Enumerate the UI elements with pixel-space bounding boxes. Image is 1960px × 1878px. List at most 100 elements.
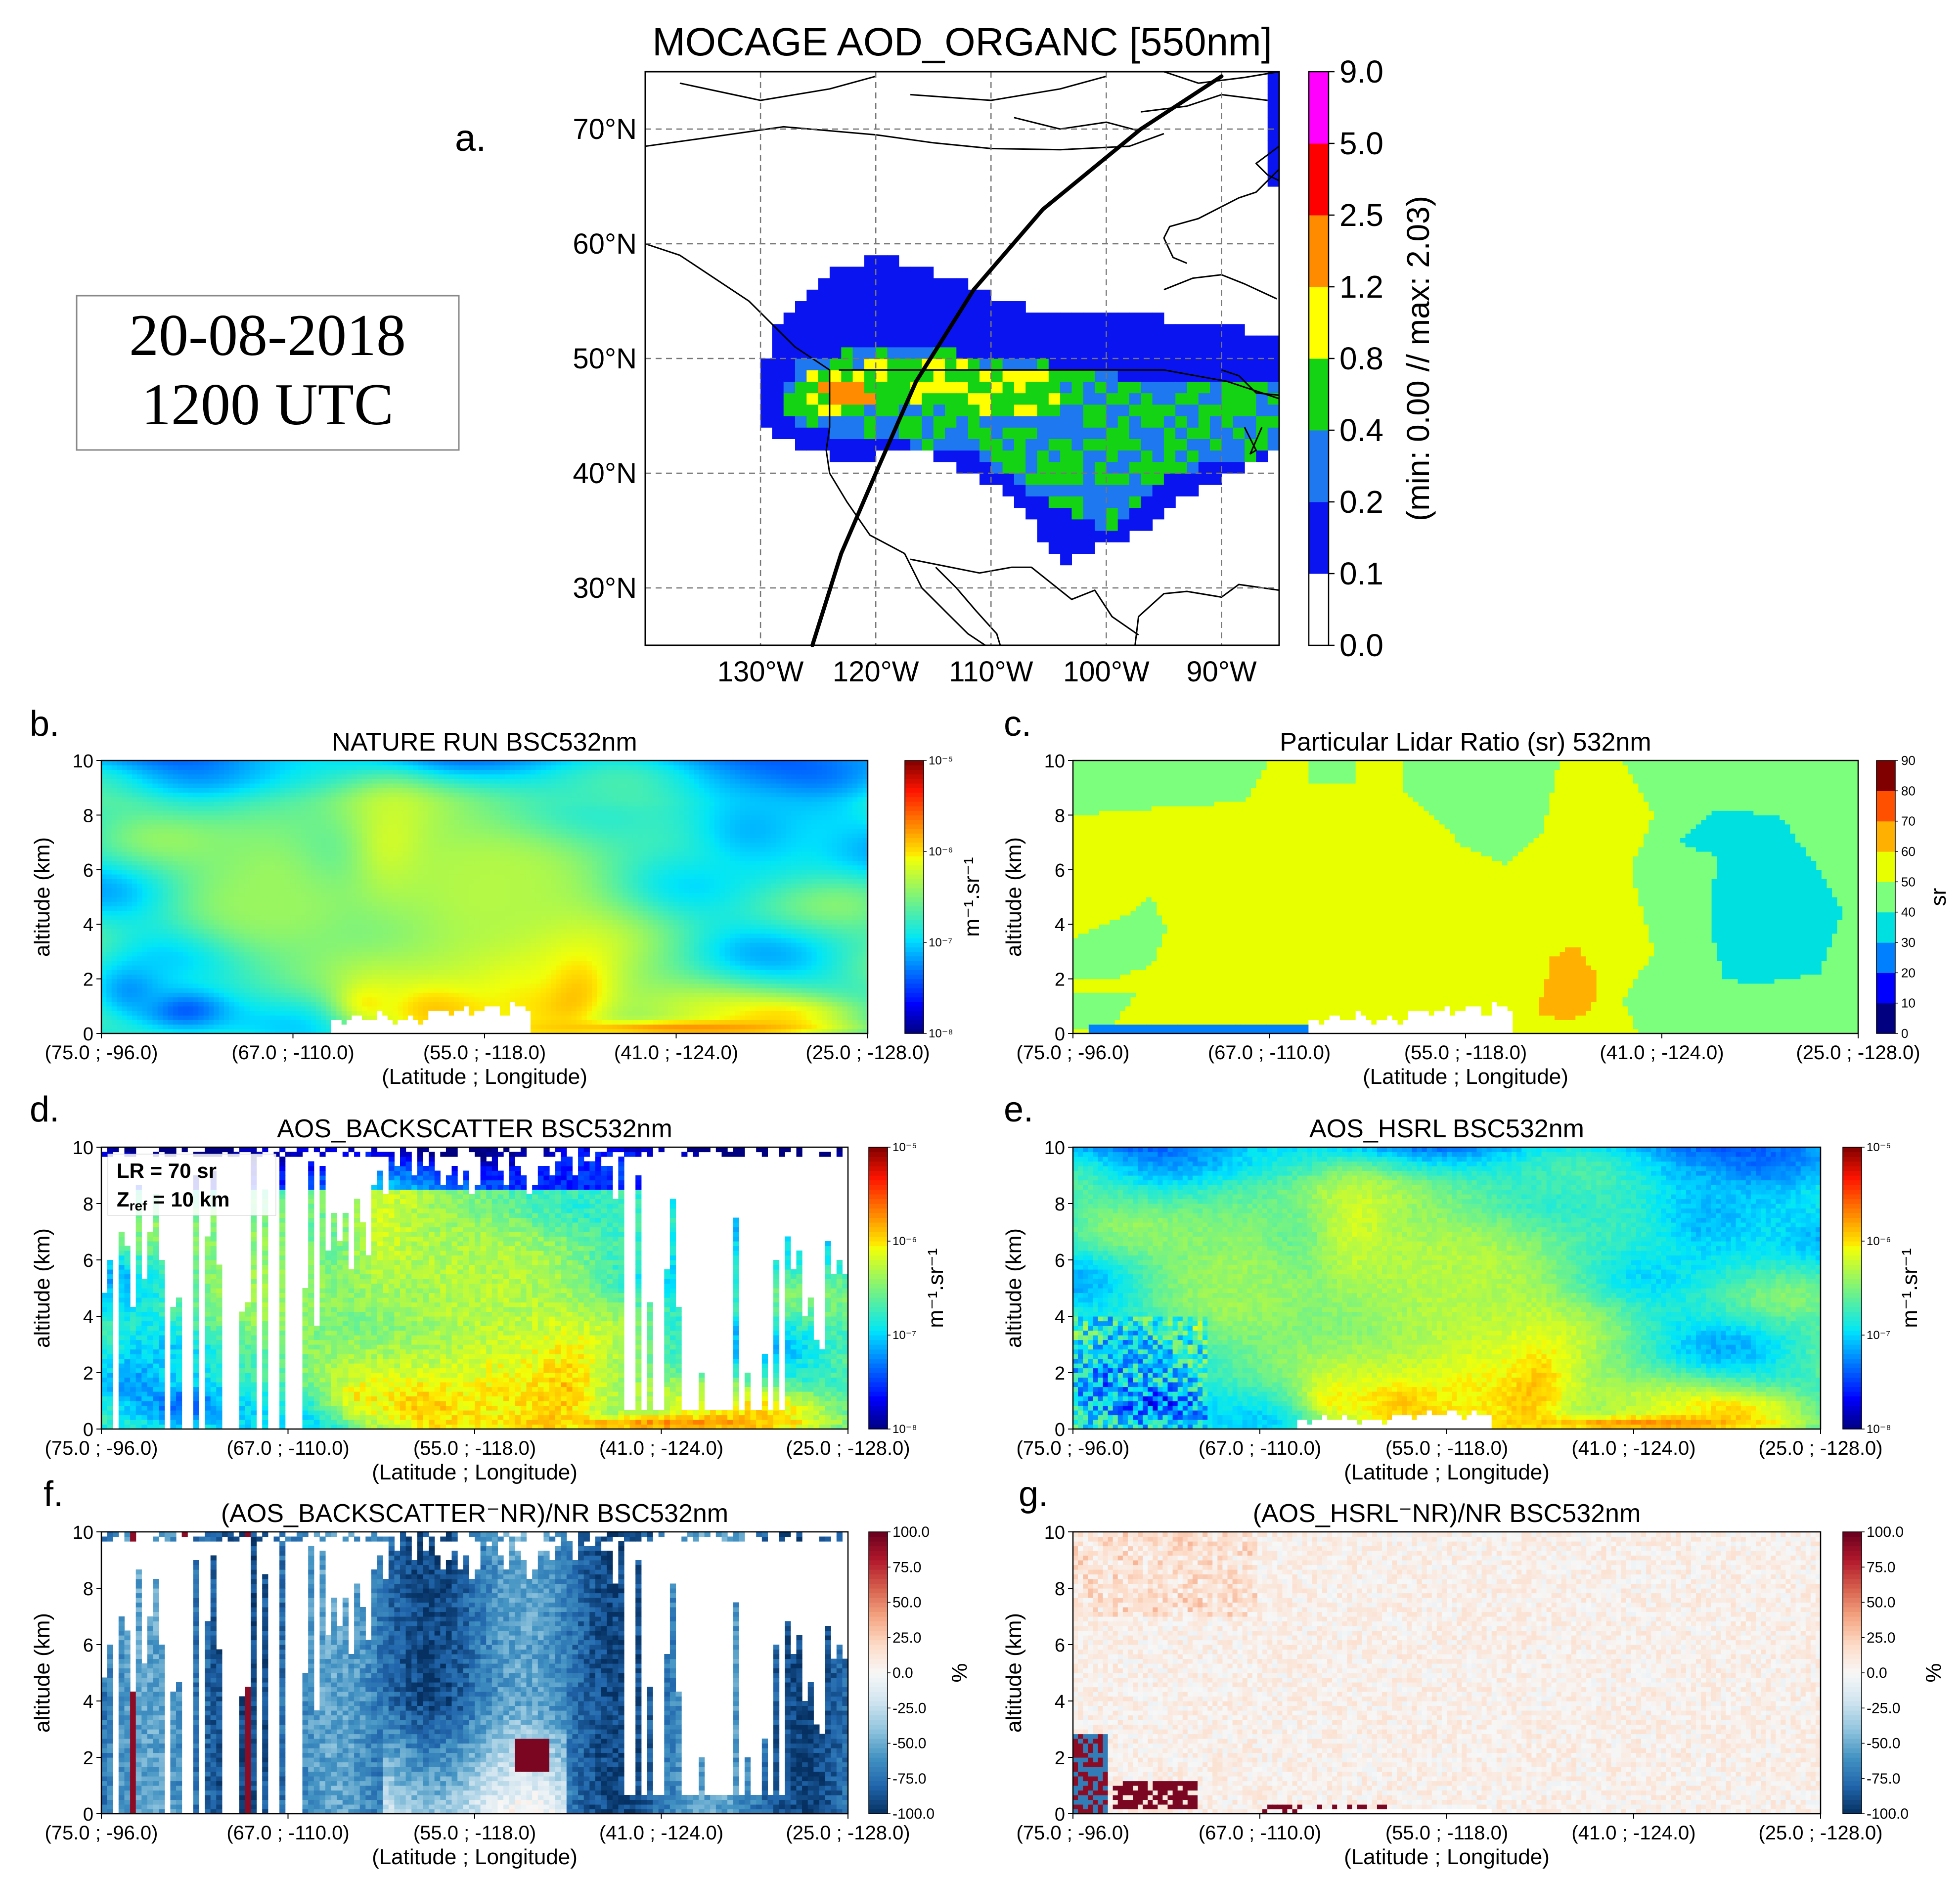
aod-cell [1025, 393, 1037, 405]
heatmap-cell [296, 992, 301, 997]
heatmap-cell [444, 1015, 449, 1020]
heatmap-cell [418, 1006, 424, 1011]
heatmap-cell [372, 843, 378, 848]
heatmap-cell [403, 906, 408, 911]
heatmap-cell [112, 829, 117, 834]
heatmap-cell [163, 829, 168, 834]
heatmap-cell [418, 870, 424, 875]
aod-cell [1118, 313, 1130, 324]
heatmap-cell [193, 1011, 199, 1016]
x-tick-label: 110°W [949, 656, 1033, 688]
heatmap-cell [423, 838, 429, 843]
heatmap-cell [347, 1011, 352, 1016]
heatmap-cell [439, 833, 444, 838]
heatmap-cell [209, 984, 214, 988]
aod-cell [1153, 313, 1164, 324]
heatmap-cell [408, 920, 413, 925]
heatmap-cell [193, 1025, 199, 1029]
heatmap-cell [122, 847, 127, 852]
heatmap-cell [285, 779, 291, 784]
heatmap-cell [423, 1025, 429, 1029]
heatmap-cell [275, 1020, 280, 1025]
heatmap-cell [316, 774, 321, 779]
heatmap-cell [347, 883, 352, 888]
heatmap-cell [204, 1006, 209, 1011]
heatmap-cell [106, 888, 112, 893]
heatmap-cell [377, 897, 383, 902]
heatmap-cell [434, 774, 439, 779]
heatmap-cell [408, 1002, 413, 1007]
heatmap-cell [290, 1006, 296, 1011]
heatmap-cell [454, 961, 459, 966]
heatmap-cell [163, 815, 168, 820]
heatmap-cell [306, 843, 311, 848]
aod-cell [1118, 450, 1130, 462]
aod-cell [760, 381, 772, 393]
heatmap-cell [336, 774, 342, 779]
heatmap-cell [398, 942, 403, 947]
heatmap-cell [280, 1015, 286, 1020]
heatmap-cell [270, 970, 275, 975]
heatmap-cell [214, 938, 219, 943]
heatmap-cell [122, 860, 127, 865]
heatmap-cell [193, 865, 199, 870]
heatmap-cell [122, 1011, 127, 1016]
heatmap-cell [321, 874, 326, 879]
heatmap-cell [117, 810, 122, 815]
heatmap-cell [347, 810, 352, 815]
heatmap-cell [198, 802, 204, 806]
heatmap-cell [398, 1015, 403, 1020]
heatmap-cell [188, 934, 194, 939]
heatmap-cell [188, 1002, 194, 1007]
heatmap-cell [270, 956, 275, 961]
aod-cell [1210, 393, 1222, 405]
heatmap-cell [362, 951, 367, 956]
aod-cell [888, 370, 899, 382]
heatmap-cell [454, 824, 459, 829]
aod-cell [760, 358, 772, 370]
heatmap-cell [296, 856, 301, 861]
heatmap-cell [398, 843, 403, 848]
heatmap-cell [398, 1020, 403, 1025]
heatmap-cell [454, 883, 459, 888]
heatmap-cell [413, 897, 418, 902]
heatmap-cell [398, 760, 403, 765]
heatmap-cell [280, 947, 286, 952]
heatmap-cell [193, 911, 199, 916]
heatmap-cell [270, 779, 275, 784]
heatmap-cell [382, 992, 388, 997]
heatmap-cell [388, 920, 393, 925]
heatmap-cell [454, 979, 459, 984]
heatmap-cell [352, 779, 357, 784]
heatmap-cell [183, 870, 188, 875]
heatmap-cell [444, 984, 449, 988]
aod-cell [1222, 336, 1234, 348]
heatmap-cell [168, 815, 173, 820]
heatmap-cell [439, 797, 444, 802]
heatmap-cell [142, 870, 148, 875]
heatmap-cell [168, 829, 173, 834]
heatmap-cell [168, 1015, 173, 1020]
heatmap-cell [265, 806, 270, 811]
heatmap-cell [183, 1006, 188, 1011]
map-title: MOCAGE AOD_ORGANC [550nm] [652, 20, 1272, 64]
aod-cell [1014, 462, 1026, 474]
heatmap-cell [260, 1006, 265, 1011]
heatmap-cell [342, 815, 347, 820]
aod-cell [1003, 439, 1015, 450]
heatmap-cell [321, 951, 326, 956]
heatmap-cell [362, 802, 367, 806]
aod-cell [853, 450, 865, 462]
heatmap-cell [117, 893, 122, 897]
aod-cell [830, 347, 842, 359]
heatmap-cell [275, 984, 280, 988]
heatmap-cell [244, 992, 250, 997]
heatmap-cell [234, 934, 240, 939]
heatmap-cell [214, 874, 219, 879]
heatmap-cell [219, 938, 224, 943]
heatmap-cell [224, 897, 229, 902]
heatmap-cell [198, 879, 204, 884]
heatmap-cell [229, 783, 234, 788]
heatmap-cell [158, 970, 163, 975]
heatmap-cell [321, 888, 326, 893]
